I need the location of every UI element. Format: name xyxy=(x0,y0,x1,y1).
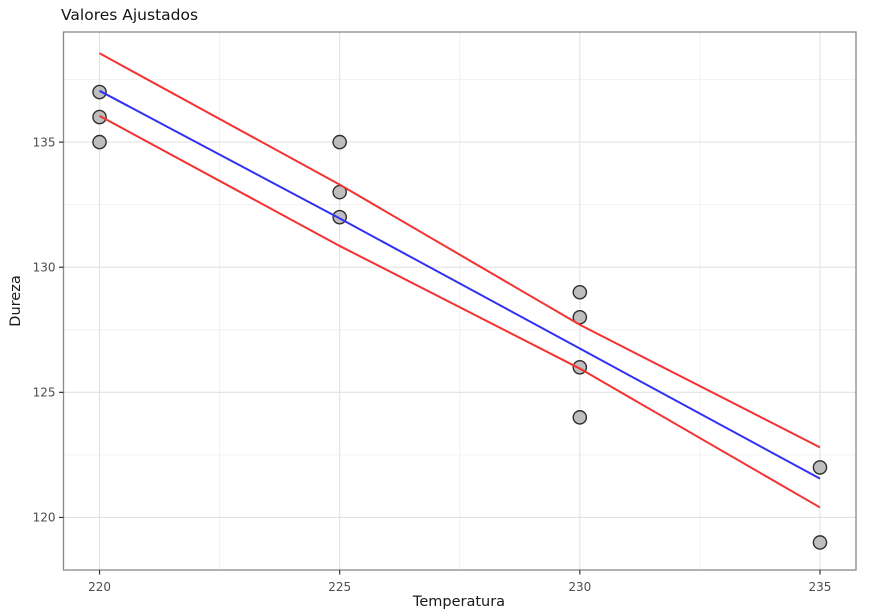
y-tick-label: 130 xyxy=(33,260,56,274)
data-point xyxy=(812,460,828,475)
regression-and-band-lines xyxy=(99,52,821,509)
y-tick-label: 125 xyxy=(33,386,56,400)
grid-minor-lines xyxy=(63,32,856,570)
x-axis-title: Temperatura xyxy=(412,594,505,610)
chart-title: Valores Ajustados xyxy=(61,6,198,24)
data-point xyxy=(572,284,588,300)
lower-confidence-band xyxy=(99,114,821,509)
x-tick-label: 220 xyxy=(88,580,111,594)
y-axis-tick-marks xyxy=(59,141,64,519)
data-point xyxy=(812,535,828,550)
scatter-points xyxy=(92,84,828,550)
x-axis-tick-marks xyxy=(98,570,821,575)
y-tick-label: 120 xyxy=(33,511,56,525)
data-point xyxy=(332,134,347,150)
x-axis-tick-labels: 220 225 230 235 xyxy=(88,580,831,594)
panel-border xyxy=(62,31,857,571)
x-tick-label: 235 xyxy=(809,580,832,594)
fitted-regression-line xyxy=(99,89,821,480)
data-point xyxy=(572,410,588,425)
data-point xyxy=(92,109,107,125)
data-point xyxy=(92,134,107,150)
x-tick-label: 225 xyxy=(328,580,351,594)
data-point xyxy=(92,84,107,100)
y-axis-title: Dureza xyxy=(8,275,24,326)
y-tick-label: 135 xyxy=(33,135,56,149)
upper-confidence-band xyxy=(99,52,821,449)
y-axis-tick-labels: 135 130 125 120 xyxy=(33,135,56,524)
x-tick-label: 230 xyxy=(568,580,591,594)
